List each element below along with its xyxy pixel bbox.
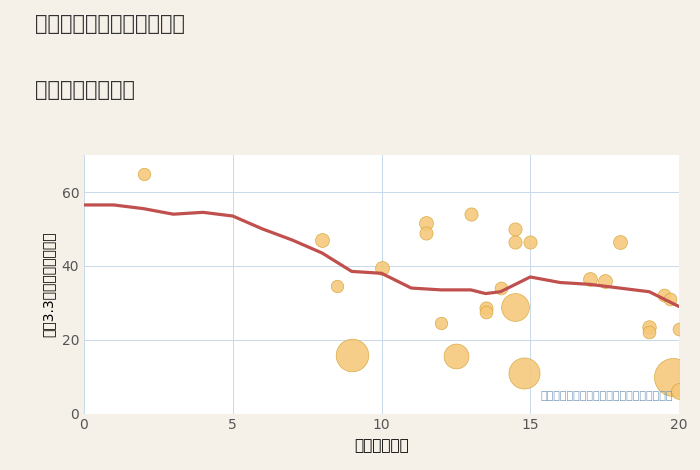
Point: [421, 229, 432, 236]
Point: [664, 295, 676, 303]
Point: [495, 284, 506, 292]
Point: [480, 305, 491, 312]
Point: [644, 323, 655, 330]
Point: [599, 277, 610, 284]
Text: 駅距離別土地価格: 駅距離別土地価格: [35, 80, 135, 100]
Point: [480, 308, 491, 316]
Point: [435, 320, 447, 327]
Point: [668, 373, 679, 380]
Point: [519, 369, 530, 377]
Point: [316, 236, 328, 244]
X-axis label: 駅距離（分）: 駅距離（分）: [354, 438, 409, 453]
Point: [331, 282, 342, 290]
Text: 円の大きさは、取引のあった物件面積を示す: 円の大きさは、取引のあった物件面積を示す: [540, 391, 673, 400]
Point: [510, 238, 521, 246]
Point: [673, 325, 685, 332]
Point: [138, 170, 149, 177]
Y-axis label: 坪（3.3㎡）単価（万円）: 坪（3.3㎡）単価（万円）: [42, 232, 56, 337]
Point: [659, 292, 670, 299]
Point: [450, 352, 461, 360]
Point: [421, 219, 432, 227]
Point: [510, 225, 521, 233]
Point: [346, 351, 357, 358]
Text: 神奈川県伊勢原市小稲葉の: 神奈川県伊勢原市小稲葉の: [35, 14, 185, 34]
Point: [614, 238, 625, 246]
Point: [584, 275, 595, 282]
Point: [510, 303, 521, 310]
Point: [525, 238, 536, 246]
Point: [465, 211, 476, 218]
Point: [376, 264, 387, 272]
Point: [673, 388, 685, 395]
Point: [644, 329, 655, 336]
